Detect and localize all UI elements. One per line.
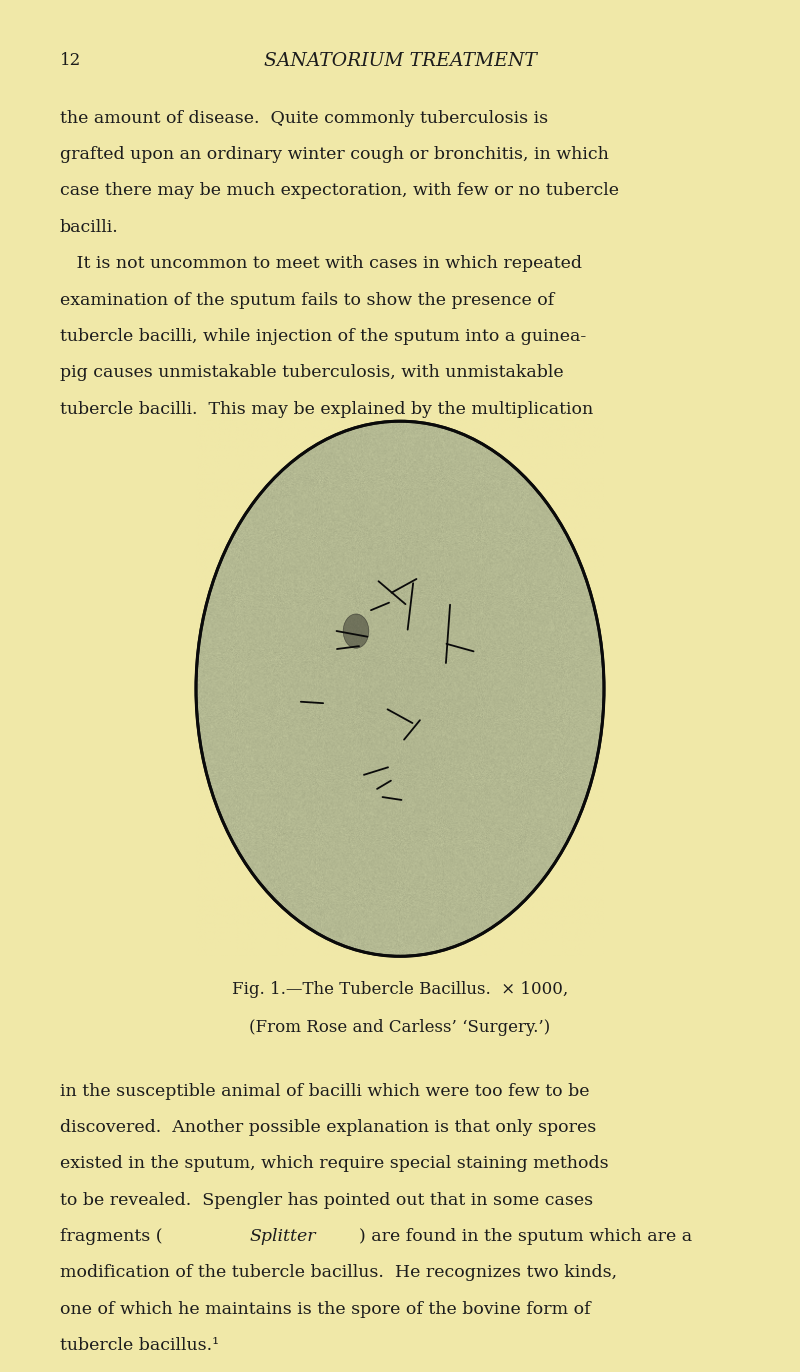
Text: case there may be much expectoration, with few or no tubercle: case there may be much expectoration, wi…	[60, 182, 619, 199]
Text: in the susceptible animal of bacilli which were too few to be: in the susceptible animal of bacilli whi…	[60, 1083, 590, 1099]
Text: 12: 12	[60, 52, 82, 69]
Text: to be revealed.  Spengler has pointed out that in some cases: to be revealed. Spengler has pointed out…	[60, 1191, 593, 1209]
Text: It is not uncommon to meet with cases in which repeated: It is not uncommon to meet with cases in…	[60, 255, 582, 272]
Text: discovered.  Another possible explanation is that only spores: discovered. Another possible explanation…	[60, 1120, 596, 1136]
Text: examination of the sputum fails to show the presence of: examination of the sputum fails to show …	[60, 291, 554, 309]
Text: existed in the sputum, which require special staining methods: existed in the sputum, which require spe…	[60, 1155, 609, 1172]
Ellipse shape	[343, 615, 369, 649]
Text: Fig. 1.—The Tubercle Bacillus.  × 1000,: Fig. 1.—The Tubercle Bacillus. × 1000,	[232, 981, 568, 997]
Text: tubercle bacilli, while injection of the sputum into a guinea-: tubercle bacilli, while injection of the…	[60, 328, 586, 344]
Text: ) are found in the sputum which are a: ) are found in the sputum which are a	[359, 1228, 693, 1244]
Text: (From Rose and Carless’ ‘Surgery.’): (From Rose and Carless’ ‘Surgery.’)	[250, 1019, 550, 1036]
Text: the amount of disease.  Quite commonly tuberculosis is: the amount of disease. Quite commonly tu…	[60, 110, 548, 126]
Text: modification of the tubercle bacillus.  He recognizes two kinds,: modification of the tubercle bacillus. H…	[60, 1265, 617, 1281]
Text: bacilli.: bacilli.	[60, 218, 118, 236]
Text: Splitter: Splitter	[249, 1228, 315, 1244]
Text: grafted upon an ordinary winter cough or bronchitis, in which: grafted upon an ordinary winter cough or…	[60, 145, 609, 163]
Text: tubercle bacillus.¹: tubercle bacillus.¹	[60, 1336, 219, 1354]
Text: pig causes unmistakable tuberculosis, with unmistakable: pig causes unmistakable tuberculosis, wi…	[60, 364, 564, 381]
Text: tubercle bacilli.  This may be explained by the multiplication: tubercle bacilli. This may be explained …	[60, 401, 594, 417]
Text: one of which he maintains is the spore of the bovine form of: one of which he maintains is the spore o…	[60, 1301, 590, 1317]
Text: fragments (: fragments (	[60, 1228, 162, 1244]
Text: SANATORIUM TREATMENT: SANATORIUM TREATMENT	[263, 52, 537, 70]
